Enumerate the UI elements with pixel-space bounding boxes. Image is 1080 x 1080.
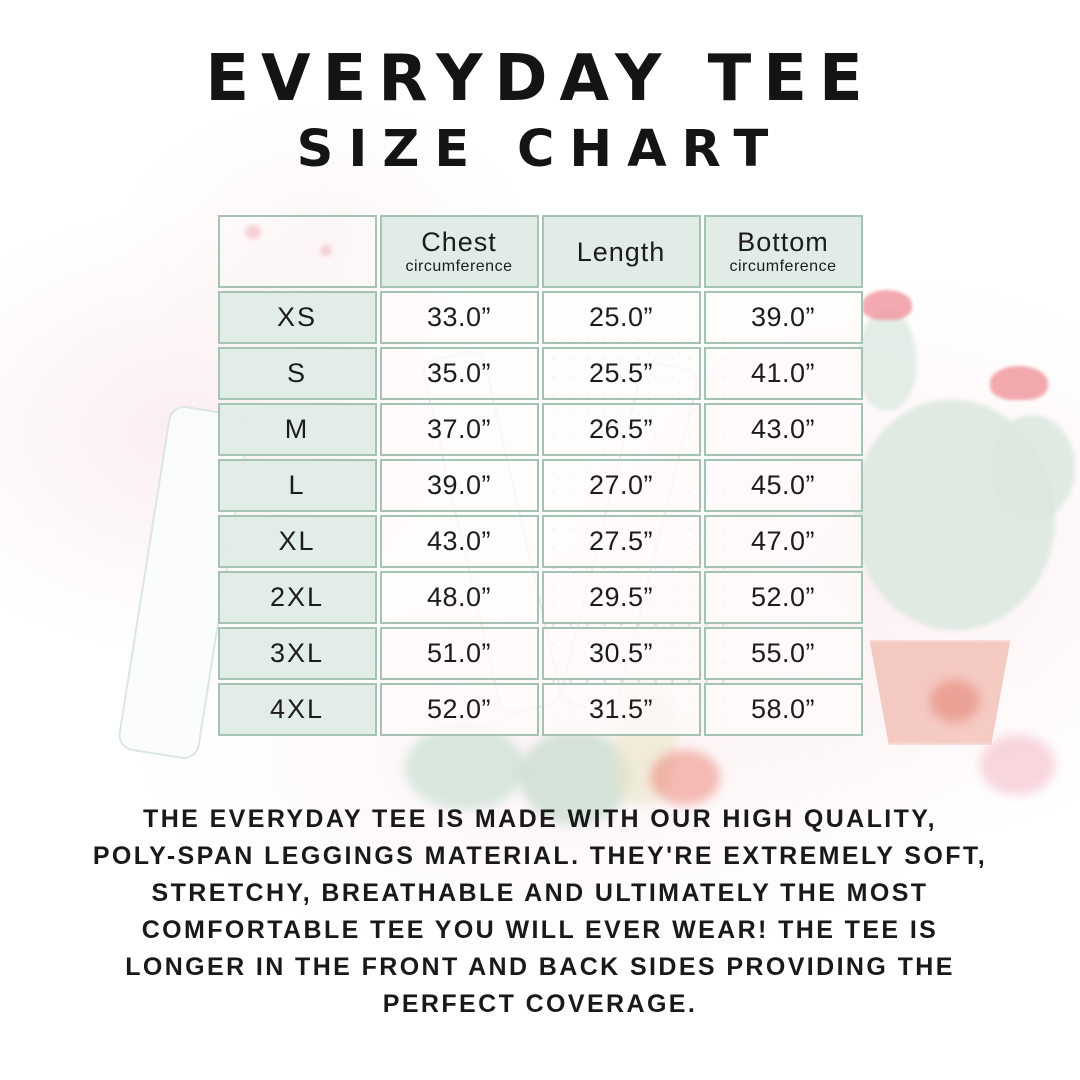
size-chart-table: Chest circumference Length Bottom circum… (215, 212, 866, 739)
bottom-value-cell: 41.0” (703, 347, 863, 401)
table-row-4xl: 4XL 52.0” 31.5” 58.0” (217, 683, 863, 737)
length-value-cell: 29.5” (541, 571, 701, 625)
cactus-small-flower-icon (862, 290, 912, 320)
size-cell: M (217, 403, 377, 457)
chest-value-cell: 48.0” (379, 571, 539, 625)
product-description: THE EVERYDAY TEE IS MADE WITH OUR HIGH Q… (0, 801, 1080, 1023)
description-line: THE EVERYDAY TEE IS MADE WITH OUR HIGH Q… (143, 805, 937, 834)
page-title: EVERYDAY TEE (205, 42, 875, 116)
table-row-3xl: 3XL 51.0” 30.5” 55.0” (217, 627, 863, 681)
bottom-value-cell: 47.0” (703, 515, 863, 569)
chest-value-cell: 37.0” (379, 403, 539, 457)
column-sublabel: circumference (405, 258, 513, 276)
chest-value-cell: 52.0” (379, 683, 539, 737)
length-value-cell: 27.0” (541, 459, 701, 513)
column-label: Bottom (737, 227, 829, 258)
page-subtitle: SIZE CHART (296, 120, 784, 180)
cactus-pot (869, 640, 1011, 745)
cactus-small-top (858, 310, 916, 410)
column-sublabel: circumference (729, 258, 837, 276)
bottom-value-cell: 52.0” (703, 571, 863, 625)
cactus-flower-icon (990, 366, 1048, 400)
column-label: Chest (421, 227, 497, 258)
bottom-value-cell: 45.0” (703, 459, 863, 513)
chest-value-cell: 51.0” (379, 627, 539, 681)
size-cell: XS (217, 291, 377, 345)
description-line: STRETCHY, BREATHABLE AND ULTIMATELY THE … (151, 879, 929, 908)
table-row-xl: XL 43.0” 27.5” 47.0” (217, 515, 863, 569)
table-row-xs: XS 33.0” 25.0” 39.0” (217, 291, 863, 345)
column-header-chest: Chest circumference (379, 215, 539, 289)
corner-cell (217, 215, 377, 289)
table-row-2xl: 2XL 48.0” 29.5” 52.0” (217, 571, 863, 625)
bg-red-flower-right (930, 680, 980, 722)
table-row-s: S 35.0” 25.5” 41.0” (217, 347, 863, 401)
length-value-cell: 25.0” (541, 291, 701, 345)
description-line: COMFORTABLE TEE YOU WILL EVER WEAR! THE … (141, 916, 939, 945)
chest-value-cell: 33.0” (379, 291, 539, 345)
bg-red-flower (650, 750, 720, 805)
table-row-m: M 37.0” 26.5” 43.0” (217, 403, 863, 457)
bg-pink-speck-top-2 (320, 245, 332, 256)
bottom-value-cell: 55.0” (703, 627, 863, 681)
bg-pink-speck-top (245, 225, 261, 239)
column-header-bottom: Bottom circumference (703, 215, 863, 289)
header-row: Chest circumference Length Bottom circum… (217, 215, 863, 289)
description-line: PERFECT COVERAGE. (382, 990, 698, 1019)
chest-value-cell: 43.0” (379, 515, 539, 569)
table-row-l: L 39.0” 27.0” 45.0” (217, 459, 863, 513)
bg-pink-flower-right (980, 735, 1055, 795)
size-cell: XL (217, 515, 377, 569)
size-cell: 2XL (217, 571, 377, 625)
column-label: Length (576, 236, 666, 267)
size-cell: L (217, 459, 377, 513)
length-value-cell: 27.5” (541, 515, 701, 569)
chest-value-cell: 35.0” (379, 347, 539, 401)
size-cell: S (217, 347, 377, 401)
bottom-value-cell: 58.0” (703, 683, 863, 737)
chest-value-cell: 39.0” (379, 459, 539, 513)
length-value-cell: 26.5” (541, 403, 701, 457)
bottom-value-cell: 43.0” (703, 403, 863, 457)
size-cell: 3XL (217, 627, 377, 681)
description-line: LONGER IN THE FRONT AND BACK SIDES PROVI… (125, 953, 955, 982)
page-header: EVERYDAY TEE SIZE CHART (0, 0, 1080, 179)
bg-cactus-ball (520, 730, 630, 825)
description-line: POLY-SPAN LEGGINGS MATERIAL. THEY'RE EXT… (92, 842, 988, 871)
length-value-cell: 30.5” (541, 627, 701, 681)
column-header-length: Length (541, 215, 701, 289)
cactus-pad-small (990, 415, 1075, 520)
bottom-value-cell: 39.0” (703, 291, 863, 345)
bg-teal-blob (405, 725, 525, 810)
length-value-cell: 31.5” (541, 683, 701, 737)
size-cell: 4XL (217, 683, 377, 737)
length-value-cell: 25.5” (541, 347, 701, 401)
